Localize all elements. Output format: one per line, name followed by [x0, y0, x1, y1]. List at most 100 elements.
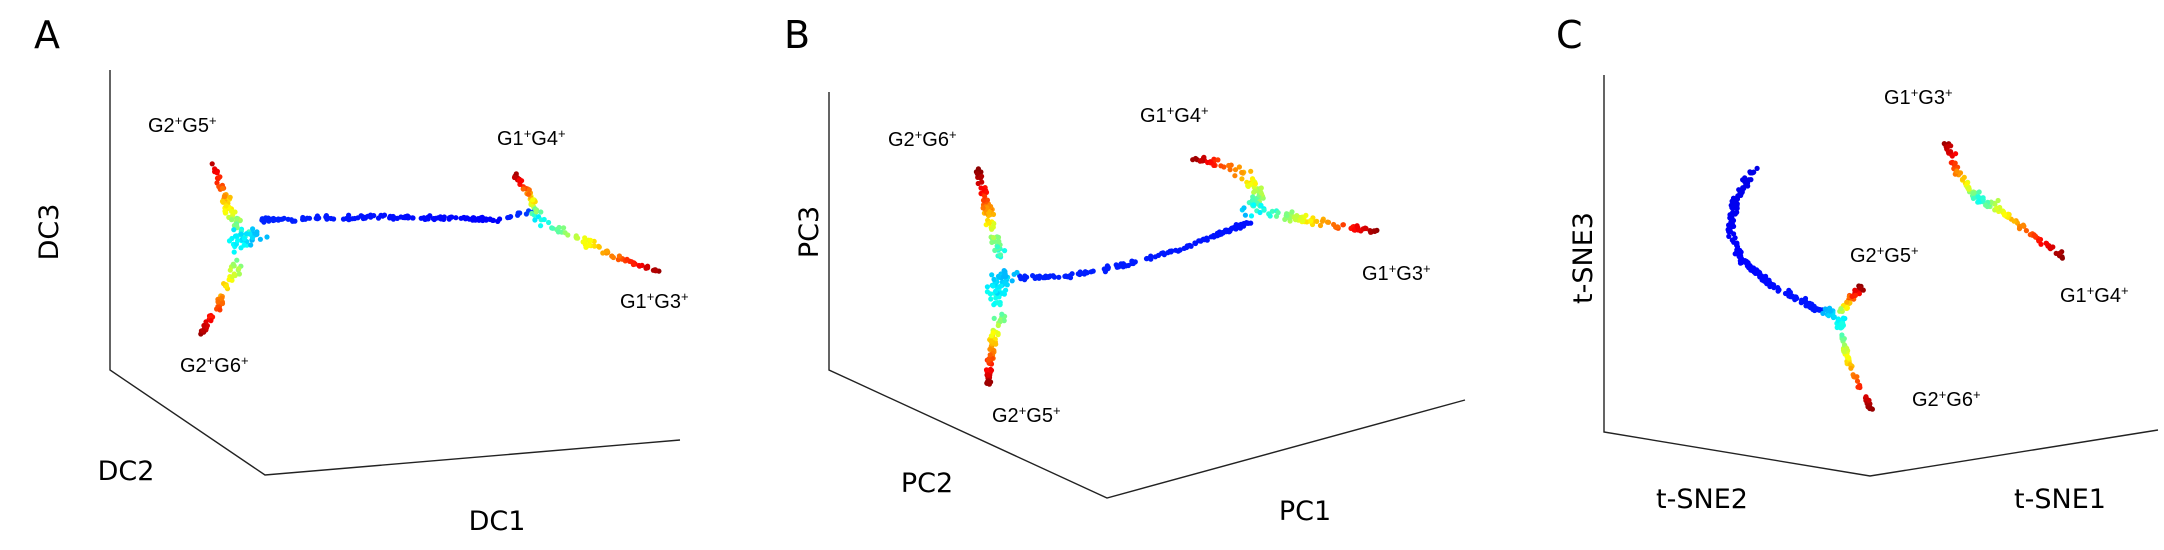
panel-b-scatter-point: [1120, 261, 1126, 267]
panel-c-scatter-point: [1731, 231, 1737, 237]
panel-c-scatter-point: [1839, 320, 1845, 327]
panel-a-scatter-point: [453, 215, 459, 221]
panel-a-branch-label: G2+G5+: [148, 113, 217, 138]
panel-c-scatter-point: [2016, 226, 2023, 232]
panel-c-scatter-point: [1980, 197, 1986, 203]
panel-b-scatter-point: [1218, 163, 1224, 169]
panel-a-scatter-point: [616, 253, 623, 259]
panel-c-scatter-point: [1994, 205, 2000, 211]
panel-a-scatter-point: [371, 213, 377, 219]
panel-c-scatter-point: [1844, 299, 1850, 305]
panel-b-scatter-point: [1084, 270, 1090, 276]
panel-c-axes: [1603, 75, 2159, 477]
panel-c-scatter-point: [1854, 378, 1861, 384]
panel-a-scatter-point: [231, 227, 237, 233]
panel-b-scatter-point: [1242, 212, 1248, 218]
panel-c-scatter-point: [2043, 240, 2049, 246]
panel-a-scatter-point: [234, 223, 240, 229]
panel-a-scatter-point: [358, 213, 364, 219]
panel-b-scatter-point: [1043, 273, 1049, 279]
panel-b-scatter-point: [986, 220, 992, 226]
panel-b-scatter-point: [988, 296, 994, 302]
panel-c-scatter-point: [1975, 194, 1981, 200]
panel-a-scatter-point: [402, 214, 408, 220]
panel-b-scatter-point: [1208, 234, 1214, 240]
panel-c-scatter-point: [1953, 151, 1959, 157]
panel-b-scatter-point: [1258, 202, 1264, 208]
panel-b-scatter-point: [1232, 173, 1238, 179]
panel-a-scatter-point: [304, 215, 310, 221]
panel-b-scatter-point: [1258, 190, 1264, 196]
panel-a-scatter-point: [269, 216, 275, 222]
panel-a-scatter-point: [511, 174, 518, 181]
panel-a-scatter-point: [223, 283, 230, 289]
panel-c-scatter-point: [1775, 288, 1781, 294]
panel-b-scatter-point: [986, 381, 993, 387]
panel-a-scatter-point: [422, 216, 428, 222]
panel-c-scatter-point: [1945, 143, 1951, 150]
panel-b-z-axis-label: PC3: [794, 206, 825, 258]
panel-letter-b: B: [784, 13, 810, 57]
panel-b-scatter-point: [1211, 162, 1217, 168]
panel-b-scatter-point: [980, 197, 987, 203]
panel-c-scatter-points: [1725, 141, 2065, 412]
panel-c-scatter-point: [1866, 397, 1872, 403]
panel-c: C t-SNE3 t-SNE2 t-SNE1 G1+G3+ G2+G5+ G1+G4…: [1556, 13, 2159, 515]
panel-b-scatter-point: [1317, 222, 1324, 229]
panel-b-scatter-point: [979, 179, 985, 185]
panel-a-scatter-point: [257, 236, 263, 242]
panel-b-scatter-point: [1269, 208, 1275, 214]
panel-b-scatter-point: [1233, 226, 1239, 232]
panel-a-scatter-point: [249, 235, 256, 241]
panel-b-scatter-point: [1372, 228, 1378, 234]
panel-b-scatter-point: [1034, 274, 1040, 281]
panel-a-scatter-point: [533, 209, 539, 215]
panel-a-scatter-point: [565, 232, 571, 238]
panel-b-scatter-point: [1204, 235, 1210, 241]
panel-b-scatter-point: [1148, 256, 1154, 262]
panel-a-scatter-point: [223, 203, 229, 209]
panel-b-scatter-point: [1334, 224, 1341, 230]
panel-b-scatter-point: [1243, 220, 1250, 226]
panel-c-branch-labels: G1+G3+ G2+G5+ G1+G4+ G2+G6+: [1850, 85, 2129, 412]
panel-a-scatter-point: [248, 242, 254, 248]
panel-b-scatter-point: [1017, 273, 1023, 279]
panel-b-scatter-point: [997, 319, 1003, 325]
panel-c-scatter-point: [2038, 241, 2044, 247]
panel-c-scatter-point: [1945, 149, 1951, 155]
panel-b-scatter-point: [985, 372, 991, 378]
panel-c-scatter-point: [1816, 307, 1823, 313]
panel-b-scatter-point: [996, 238, 1002, 244]
panel-c-branch-label: G2+G5+: [1850, 243, 1919, 268]
panel-b-scatter-point: [1292, 217, 1299, 223]
panel-b-scatter-point: [1258, 185, 1264, 191]
panel-c-scatter-point: [1799, 297, 1805, 303]
panel-b-scatter-point: [1003, 287, 1009, 293]
panel-a-scatter-point: [215, 299, 221, 305]
panel-a-scatter-point: [610, 254, 617, 261]
panel-a-scatter-point: [653, 268, 659, 274]
panel-b-scatter-point: [1014, 269, 1020, 276]
panel-a-scatter-point: [391, 215, 397, 221]
panel-c-scatter-point: [1737, 260, 1744, 266]
panel-c-scatter-point: [1844, 345, 1850, 351]
panel-c-y-axis-label: t-SNE2: [1656, 484, 1748, 515]
panel-a-scatter-point: [596, 244, 602, 250]
panel-a-scatter-point: [316, 215, 322, 221]
panel-b-scatter-point: [1257, 209, 1263, 216]
panel-b: B PC3 PC2 PC1 G2+G6+ G1+G4+ G1+G3+ G2+G5+: [784, 13, 1466, 527]
panel-a-scatter-point: [285, 216, 291, 222]
panel-a-scatter-point: [495, 218, 501, 224]
panel-b-scatter-point: [1187, 243, 1194, 249]
panel-c-scatter-point: [1742, 179, 1748, 185]
panel-b-scatter-point: [991, 235, 997, 241]
panel-b-scatter-point: [1267, 213, 1273, 219]
panel-b-x-axis-label: PC1: [1279, 496, 1331, 527]
panel-a-scatter-point: [279, 216, 285, 222]
panel-b-scatter-point: [1355, 227, 1362, 233]
panel-c-scatter-point: [2011, 218, 2017, 224]
panel-a-scatter-point: [508, 214, 514, 220]
panel-b-scatter-point: [995, 322, 1001, 329]
panel-b-scatter-point: [997, 302, 1003, 308]
panel-a-scatter-point: [515, 212, 521, 218]
